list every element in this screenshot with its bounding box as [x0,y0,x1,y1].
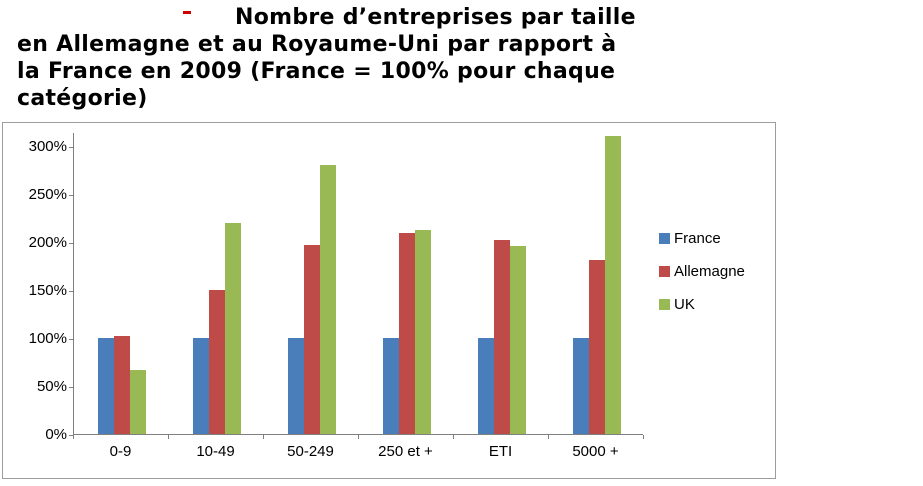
legend-item-france: France [659,227,745,249]
bar-allemagne-5000+ [588,260,605,434]
y-axis-tick-mark [69,387,73,388]
y-axis-tick-label: 0% [45,426,67,443]
x-axis-category-label: 50-249 [287,443,334,460]
bar-france-50-249 [287,338,304,434]
x-axis-tick-mark [548,435,549,439]
y-axis-tick-label: 150% [28,282,67,299]
y-axis-tick-mark [69,339,73,340]
chart-frame: France Allemagne UK 0% 50% 100% 150% 200% 250% 3… [2,122,776,479]
y-axis-tick-mark [69,291,73,292]
bar-uk-250et+ [414,229,431,434]
x-axis-tick-mark [263,435,264,439]
x-axis-tick-mark [168,435,169,439]
x-axis-tick-mark [643,435,644,439]
bar-france-250et+ [382,338,399,434]
y-axis-tick-label: 300% [28,138,67,155]
x-axis-category-label: ETI [488,443,513,460]
bar-uk-ETI [509,245,526,434]
x-axis-category-label: 5000 + [572,443,619,460]
legend-item-allemagne: Allemagne [659,260,745,282]
legend-label-uk: UK [674,295,695,313]
bar-france-5000+ [572,338,589,434]
y-axis-tick-mark [69,195,73,196]
chart-title: Nombre d’entreprises par taille en Allem… [17,4,636,112]
legend-item-uk: UK [659,293,745,315]
legend: France Allemagne UK [659,227,745,315]
legend-swatch-uk [659,298,670,310]
bar-uk-50-249 [319,165,336,434]
legend-swatch-france [659,232,670,244]
x-axis-tick-mark [453,435,454,439]
bar-france-10-49 [192,338,209,434]
chart-title-line-4: catégorie) [17,86,148,111]
y-axis-tick-label: 50% [36,378,67,395]
y-axis-tick-mark [69,243,73,244]
chart-title-line-2: en Allemagne et au Royaume-Uni par rappo… [17,32,617,57]
x-axis-tick-mark [358,435,359,439]
chart-title-line-1: Nombre d’entreprises par taille [235,5,636,30]
bar-allemagne-ETI [493,240,510,434]
bar-uk-10-49 [224,222,241,434]
y-axis-tick-mark [69,147,73,148]
legend-label-allemagne: Allemagne [674,262,745,280]
y-axis-tick-mark [69,435,73,436]
bar-france-0-9 [97,338,114,434]
bar-france-ETI [477,338,494,434]
x-axis-category-label: 250 et + [378,443,433,460]
bar-allemagne-10-49 [208,290,225,434]
bar-allemagne-50-249 [303,244,320,434]
plot-area [73,133,643,435]
y-axis-tick-label: 200% [28,234,67,251]
stray-red-mark [183,11,191,14]
bar-uk-0-9 [129,369,146,434]
y-axis-tick-label: 250% [28,186,67,203]
bar-allemagne-250et+ [398,233,415,434]
legend-swatch-allemagne [659,265,670,277]
y-axis-tick-label: 100% [28,330,67,347]
x-axis-tick-mark [73,435,74,439]
x-axis-category-label: 0-9 [109,443,132,460]
legend-label-france: France [674,229,721,247]
bar-allemagne-0-9 [113,336,130,434]
x-axis-category-label: 10-49 [196,443,235,460]
chart-title-line-3: la France en 2009 (France = 100% pour ch… [17,59,616,84]
bar-uk-5000+ [604,136,621,434]
